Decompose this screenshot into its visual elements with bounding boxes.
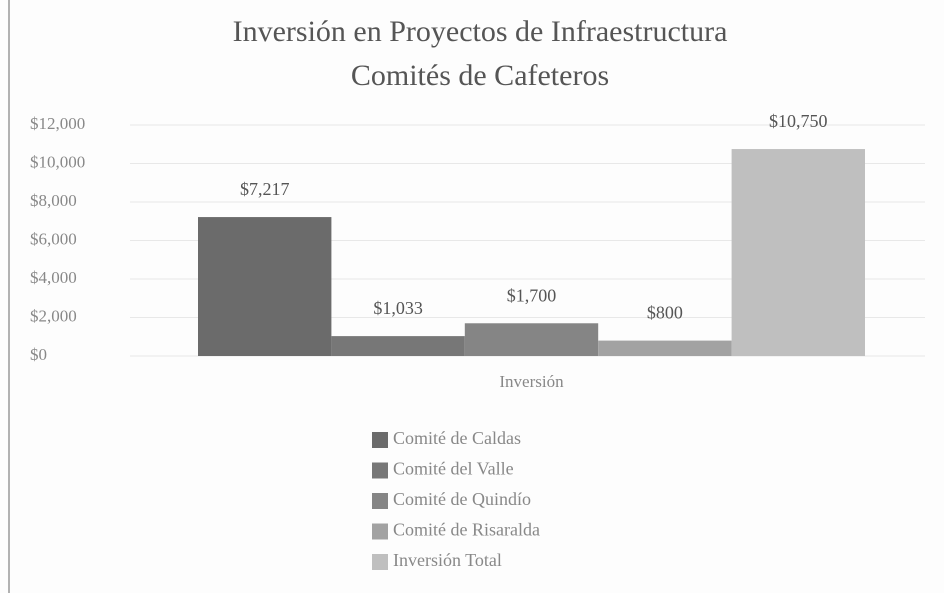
y-tick-label: $0 <box>30 345 47 364</box>
legend-swatch <box>372 432 388 448</box>
value-label: $1,700 <box>507 285 557 305</box>
chart-subtitle: Comités de Cafeteros <box>351 59 609 92</box>
y-tick-label: $12,000 <box>30 114 85 133</box>
value-label: $7,217 <box>240 179 290 199</box>
legend-label: Comité de Caldas <box>393 428 521 448</box>
bar <box>731 149 865 356</box>
y-tick-label: $10,000 <box>30 152 85 171</box>
value-label: $10,750 <box>769 111 828 131</box>
legend-swatch <box>372 493 388 509</box>
legend-label: Comité de Quindío <box>393 489 531 509</box>
y-tick-label: $2,000 <box>30 306 77 325</box>
legend-swatch <box>372 523 388 540</box>
chart-title: Inversión en Proyectos de Infraestructur… <box>233 15 728 48</box>
y-tick-label: $4,000 <box>30 268 77 287</box>
legend-label: Comité del Valle <box>393 459 514 479</box>
legend-swatch <box>372 462 388 479</box>
legend-label: Comité de Risaralda <box>393 520 540 540</box>
x-tick-label: Inversión <box>499 372 564 391</box>
bar <box>198 217 332 356</box>
y-tick-label: $6,000 <box>30 229 77 248</box>
bar <box>464 323 599 356</box>
legend-swatch <box>372 554 388 570</box>
bar <box>598 340 732 356</box>
legend-label: Inversión Total <box>393 550 502 570</box>
value-label: $800 <box>647 303 683 323</box>
bar <box>331 336 465 356</box>
value-label: $1,033 <box>373 298 423 318</box>
y-tick-label: $8,000 <box>30 191 77 210</box>
